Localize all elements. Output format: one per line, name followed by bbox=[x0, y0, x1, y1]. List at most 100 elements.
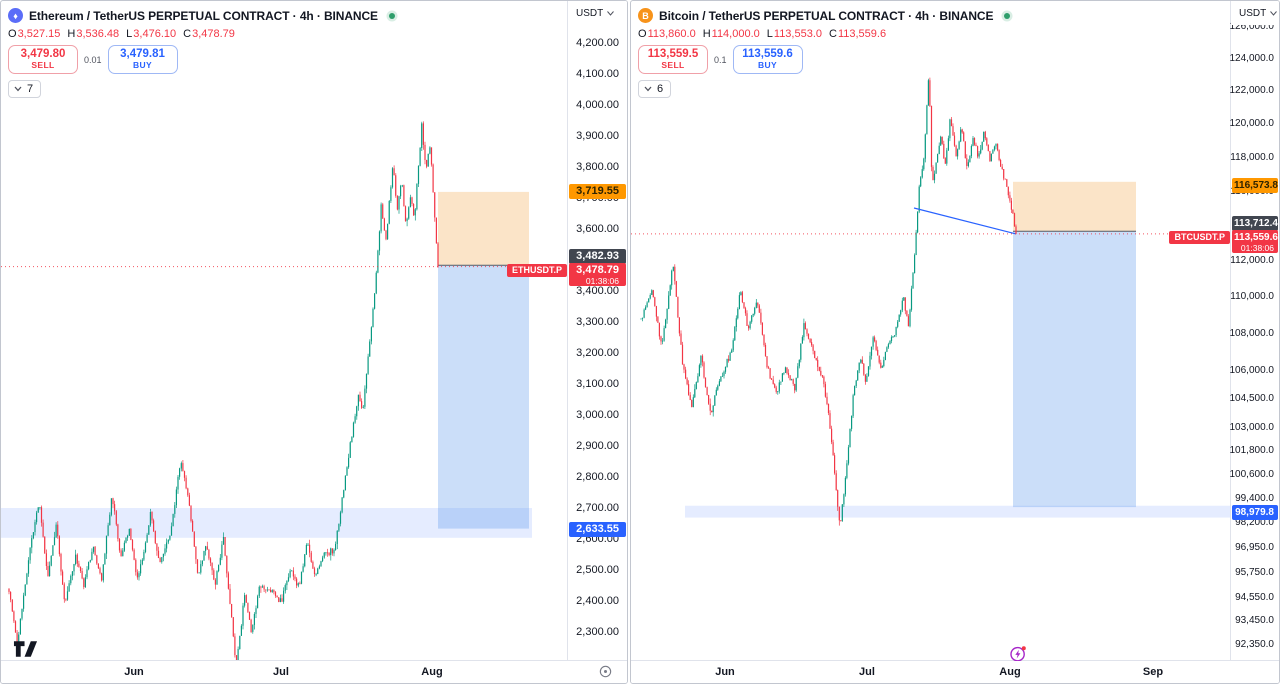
btc-time-axis[interactable]: Jun Jul Aug Sep bbox=[631, 660, 1279, 683]
close-value: 3,478.79 bbox=[192, 27, 235, 40]
ohlc-values-row: O 113,860.0 H 114,000.0 L 113,553.0 C 113,55… bbox=[638, 27, 1010, 40]
price-tick: 103,000.0 bbox=[1229, 421, 1275, 433]
tradingview-logo[interactable] bbox=[13, 638, 38, 661]
eth-price-chart-canvas[interactable]: ETHUSDT.P ♦ Ethereum / TetherUS PERPETUA… bbox=[1, 1, 568, 661]
descending-trendline[interactable] bbox=[913, 207, 1017, 235]
bitcoin-logo-icon: B bbox=[638, 8, 653, 23]
price-tick: 120,000.0 bbox=[1229, 118, 1275, 130]
eth-price-axis[interactable]: USDT 4,200.00 4,100.00 4,000.00 3,900.00 3,8… bbox=[567, 1, 627, 661]
price-tick: 4,200.00 bbox=[576, 37, 619, 49]
chevron-down-icon bbox=[607, 10, 615, 16]
low-label: L bbox=[126, 27, 133, 40]
target-zone-box[interactable] bbox=[438, 265, 529, 529]
price-tick: 3,300.00 bbox=[576, 316, 619, 328]
time-tick: Jun bbox=[124, 666, 144, 678]
hidden-items-count: 7 bbox=[27, 83, 34, 95]
demand-zone-band[interactable] bbox=[685, 505, 1231, 518]
chevron-down-icon bbox=[1270, 10, 1278, 16]
time-tick: Jun bbox=[715, 666, 735, 678]
price-label-zone-bottom: 2,633.55 bbox=[569, 522, 626, 538]
price-tick: 99,400.0 bbox=[1235, 492, 1274, 504]
scroll-to-recent-icon[interactable] bbox=[598, 664, 613, 683]
buy-button[interactable]: 113,559.6 BUY bbox=[732, 45, 803, 74]
time-tick: Jul bbox=[273, 666, 289, 678]
axis-currency-label[interactable]: USDT bbox=[576, 7, 604, 19]
price-tick: 2,300.00 bbox=[576, 626, 619, 638]
price-tick: 100,600.0 bbox=[1229, 468, 1275, 480]
price-tick: 4,000.00 bbox=[576, 99, 619, 111]
btc-price-axis[interactable]: USDT 126,000.0 124,000.0 122,000.0 120,000.… bbox=[1230, 1, 1279, 661]
buy-label: BUY bbox=[132, 60, 153, 70]
market-open-dot-icon[interactable] bbox=[388, 12, 395, 19]
high-value: 3,536.48 bbox=[76, 27, 120, 40]
open-value: 113,860.0 bbox=[647, 27, 696, 40]
price-tick: 126,000.0 bbox=[1229, 21, 1275, 33]
axis-currency-label[interactable]: USDT bbox=[1239, 7, 1267, 19]
price-tick: 118,000.0 bbox=[1230, 151, 1274, 163]
price-tick: 98,200.0 bbox=[1235, 516, 1274, 528]
close-label: C bbox=[829, 27, 837, 40]
low-value: 113,553.0 bbox=[773, 27, 823, 40]
buy-label: BUY bbox=[757, 60, 778, 70]
supply-zone-box[interactable] bbox=[438, 191, 529, 266]
sell-button[interactable]: 3,479.80 SELL bbox=[8, 45, 78, 74]
symbol-title[interactable]: Bitcoin / TetherUS PERPETUAL CONTRACT · … bbox=[659, 8, 994, 23]
spread-value: 0.01 bbox=[84, 54, 102, 65]
high-label: H bbox=[67, 27, 76, 40]
collapsed-legend-button[interactable]: 7 bbox=[8, 80, 42, 98]
hidden-items-count: 6 bbox=[657, 83, 664, 95]
price-tick: 3,800.00 bbox=[576, 161, 619, 173]
price-tick: 95,750.0 bbox=[1235, 567, 1274, 579]
price-tick: 3,200.00 bbox=[576, 347, 619, 359]
sell-price: 113,559.5 bbox=[647, 48, 699, 60]
price-label-divider: 113,712.4 bbox=[1232, 215, 1278, 231]
low-value: 3,476.10 bbox=[133, 27, 177, 40]
open-label: O bbox=[638, 27, 647, 40]
price-line-symbol-tag: ETHUSDT.P bbox=[506, 264, 567, 278]
supply-zone-box[interactable] bbox=[1013, 181, 1136, 232]
btc-price-chart-canvas[interactable]: BTCUSDT.P B Bitcoin / TetherUS PERPETUAL… bbox=[631, 1, 1231, 661]
price-tick: 101,800.0 bbox=[1229, 445, 1275, 457]
market-open-dot-icon[interactable] bbox=[1004, 12, 1011, 19]
ethusdt-chart-panel: ETHUSDT.P ♦ Ethereum / TetherUS PERPETUA… bbox=[0, 0, 628, 684]
price-label-divider: 3,482.93 bbox=[569, 248, 626, 264]
time-tick: Aug bbox=[999, 666, 1021, 678]
eth-time-axis[interactable]: Jun Jul Aug bbox=[1, 660, 627, 683]
price-tick: 3,400.00 bbox=[576, 285, 619, 297]
buy-price: 3,479.81 bbox=[120, 48, 165, 60]
price-tick: 124,000.0 bbox=[1229, 53, 1275, 64]
buy-button[interactable]: 3,479.81 BUY bbox=[107, 45, 178, 74]
price-tick: 2,900.00 bbox=[576, 440, 619, 452]
time-tick: Sep bbox=[1142, 666, 1164, 678]
open-label: O bbox=[8, 27, 17, 40]
price-tick: 108,000.0 bbox=[1229, 327, 1275, 339]
collapsed-legend-button[interactable]: 6 bbox=[638, 80, 672, 98]
time-tick: Jul bbox=[859, 666, 875, 678]
price-tick: 3,000.00 bbox=[576, 409, 619, 421]
high-value: 114,000.0 bbox=[711, 27, 760, 40]
price-tick: 2,800.00 bbox=[576, 471, 619, 483]
symbol-title[interactable]: Ethereum / TetherUS PERPETUAL CONTRACT ·… bbox=[29, 8, 378, 23]
price-tick: 94,550.0 bbox=[1235, 592, 1274, 604]
close-value: 113,559.6 bbox=[837, 27, 887, 40]
chevron-down-icon bbox=[14, 86, 22, 92]
events-lightning-icon[interactable] bbox=[1009, 645, 1027, 661]
price-tick: 2,400.00 bbox=[576, 595, 619, 607]
price-tick: 92,350.0 bbox=[1235, 639, 1274, 650]
time-tick: Aug bbox=[421, 666, 443, 678]
price-tick: 93,450.0 bbox=[1235, 615, 1274, 627]
price-tick: 3,900.00 bbox=[576, 130, 619, 142]
sell-button[interactable]: 113,559.5 SELL bbox=[638, 45, 708, 74]
demand-zone-band[interactable] bbox=[1, 508, 532, 538]
high-label: H bbox=[702, 27, 711, 40]
price-tick: 122,000.0 bbox=[1229, 85, 1275, 97]
price-tick: 110,000.0 bbox=[1230, 291, 1274, 303]
target-zone-box[interactable] bbox=[1013, 231, 1136, 508]
candlestick-series bbox=[8, 121, 439, 661]
price-tick: 3,600.00 bbox=[576, 223, 619, 235]
price-label-zone-top: 116,573.8 bbox=[1232, 178, 1278, 194]
close-label: C bbox=[183, 27, 192, 40]
spread-value: 0.1 bbox=[714, 54, 727, 65]
price-tick: 112,000.0 bbox=[1230, 255, 1274, 267]
price-label-zone-top: 3,719.55 bbox=[569, 184, 626, 200]
